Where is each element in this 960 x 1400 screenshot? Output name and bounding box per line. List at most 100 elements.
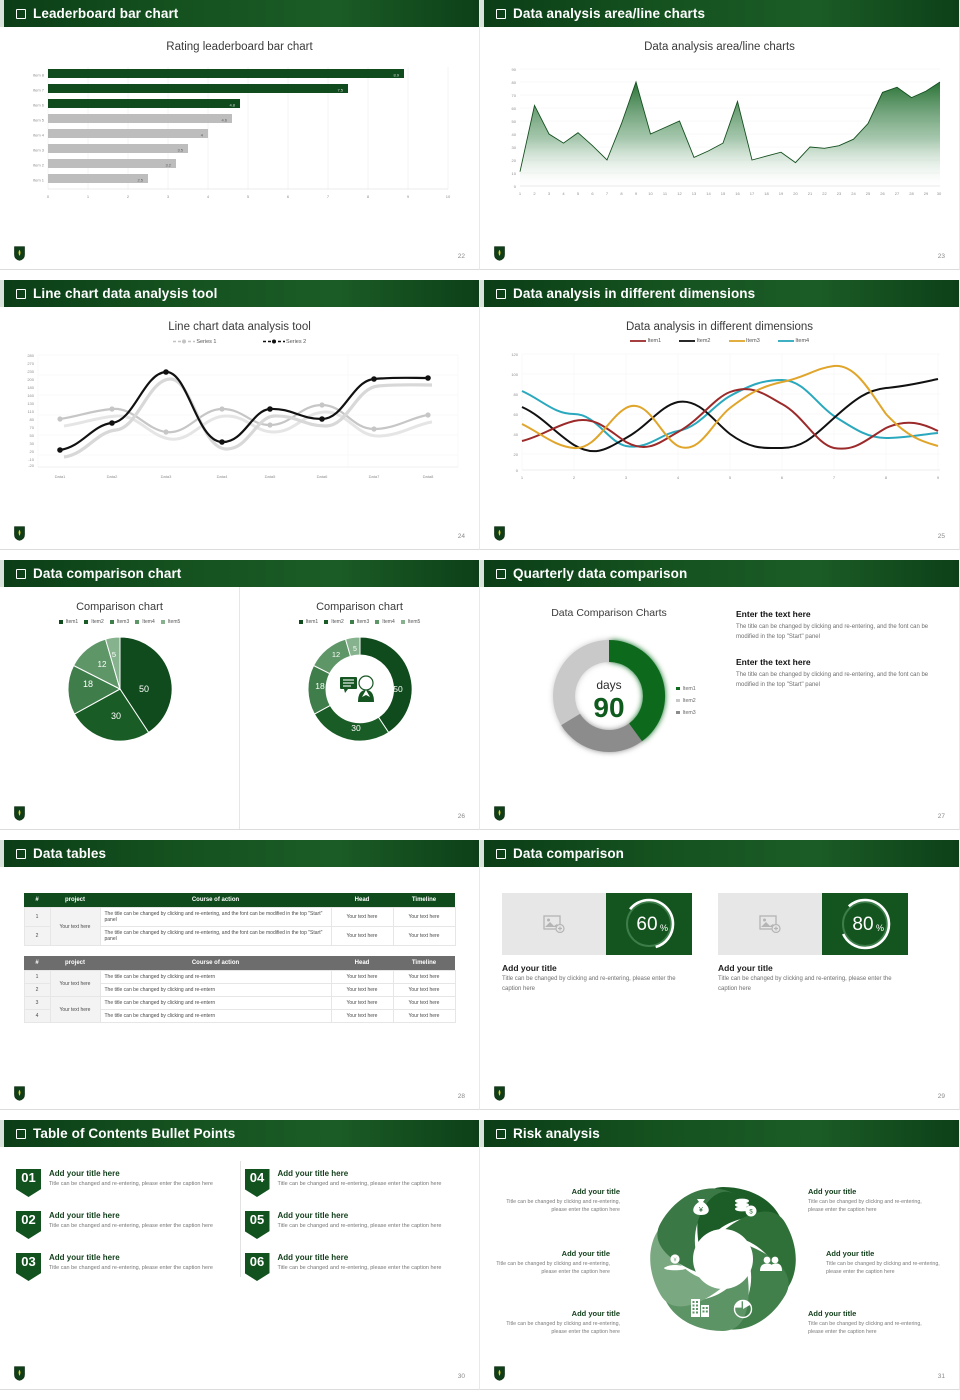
toc-item-03[interactable]: 03 Add your title here Title can be chan…: [16, 1253, 235, 1281]
svg-text:30: 30: [512, 145, 517, 150]
toc-item-06[interactable]: 06 Add your title here Title can be chan…: [244, 1253, 464, 1281]
legend-label: Item2: [331, 619, 344, 625]
person-feedback-icon: [339, 675, 374, 702]
slide-data-comparison-percent: Data comparison: [480, 840, 960, 1110]
multi-line-chart: 120 100 80 60 40 20 0 1 2 3 4 5 6 7 8 9: [511, 352, 940, 480]
svg-text:7: 7: [833, 475, 836, 480]
toc-item-01[interactable]: 01 Add your title here Title can be chan…: [16, 1169, 235, 1197]
svg-text:5: 5: [577, 191, 580, 196]
cell-course: The title can be changed by clicking and…: [99, 907, 332, 927]
cell-timeline: Your text here: [392, 926, 456, 946]
chart-title: Data analysis area/line charts: [644, 41, 795, 53]
legend-item-item1: Item1: [629, 338, 661, 344]
svg-text:17: 17: [750, 191, 755, 196]
svg-text:20: 20: [30, 449, 35, 454]
svg-text:90: 90: [512, 67, 517, 72]
svg-text:0: 0: [516, 468, 519, 473]
slide-body: Data Comparison Charts: [480, 587, 959, 829]
legend-item: Item3: [109, 619, 130, 625]
svg-text:4.6: 4.6: [221, 118, 227, 123]
slide-leaderboard-bar-chart: Leaderboard bar chart Rating leaderboard…: [0, 0, 480, 270]
slide-header-title: Risk analysis: [513, 1126, 600, 1141]
cell-index: 1: [23, 970, 51, 984]
comparison-card: 80 % Add your title Title can be changed…: [718, 893, 908, 994]
risk-title: Add your title: [561, 1249, 610, 1258]
cell-timeline: Your text here: [392, 983, 456, 997]
svg-text:3: 3: [167, 194, 170, 199]
toc-text: Add your title here Title can be changed…: [49, 1253, 213, 1272]
legend-label: Item3: [116, 619, 130, 625]
svg-text:Data6: Data6: [317, 474, 328, 479]
cell-course: The title can be changed by clicking and…: [99, 926, 332, 946]
svg-text:2: 2: [573, 475, 576, 480]
svg-text:40: 40: [512, 132, 517, 137]
svg-text:Data8: Data8: [423, 474, 434, 479]
toc-item-05[interactable]: 05 Add your title here Title can be chan…: [244, 1211, 464, 1239]
legend-item-item3: Item3: [728, 338, 760, 344]
svg-text:4: 4: [201, 133, 204, 138]
legend-item: Item3: [676, 707, 696, 719]
svg-text:Data7: Data7: [369, 474, 380, 479]
legend-swatch: [676, 686, 680, 690]
svg-text:9: 9: [937, 475, 940, 480]
svg-text:18: 18: [315, 681, 325, 691]
table-header-row: # project Course of action Head Timeline: [24, 956, 455, 971]
page-number: 24: [457, 533, 465, 540]
chart-title-left: Comparison chart: [76, 601, 163, 613]
col-head: Head: [331, 893, 393, 908]
col-index: #: [24, 893, 50, 908]
cell-project: Your text here: [49, 907, 101, 946]
svg-text:Item 6: Item 6: [33, 103, 45, 108]
svg-text:-10: -10: [28, 457, 35, 462]
svg-text:2: 2: [127, 194, 130, 199]
legend-swatch: [84, 619, 89, 624]
cell-course: The title can be changed by clicking and…: [99, 996, 332, 1010]
svg-text:24: 24: [851, 191, 856, 196]
cell-head: Your text here: [330, 1009, 394, 1023]
legend-item: Item1: [298, 619, 318, 625]
text-block: Enter the text here The title can be cha…: [736, 657, 941, 691]
chart-legend: Series 1 Series 2: [0, 339, 479, 345]
svg-text:5: 5: [247, 194, 250, 199]
checkbox-icon: [16, 288, 26, 299]
checkbox-icon: [16, 1128, 26, 1139]
card-title: Add your title: [718, 963, 773, 973]
table-row: 3 Your text here The title can be change…: [23, 996, 456, 1023]
pie-legend-right: Item1 Item2 Item3 Item4 Item5: [298, 619, 420, 625]
petal-1: [697, 1187, 785, 1257]
legend-label: Item4: [795, 338, 810, 344]
svg-text:$: $: [749, 1210, 753, 1216]
svg-text:80: 80: [512, 80, 517, 85]
slide-header-title: Leaderboard bar chart: [33, 6, 179, 21]
svg-text:¥: ¥: [673, 1257, 677, 1263]
legend-line-icon: [679, 339, 696, 342]
toc-item-02[interactable]: 02 Add your title here Title can be chan…: [16, 1211, 235, 1239]
svg-text:1: 1: [87, 194, 90, 199]
legend-label: Item1: [65, 619, 79, 625]
legend-label: Item4: [382, 619, 395, 625]
svg-text:280: 280: [27, 353, 34, 358]
shield-logo-icon: [494, 246, 505, 261]
legend-line-icon: [629, 339, 646, 342]
svg-text:20: 20: [512, 158, 517, 163]
svg-text:Item 8: Item 8: [33, 73, 45, 78]
risk-body: Title can be changed by clicking and re-…: [506, 1199, 620, 1214]
shield-logo-icon: [14, 246, 25, 261]
toc-badge: 01: [16, 1169, 41, 1197]
block-title: Enter the text here: [736, 609, 811, 619]
slide-body: 60 % Add your title Title can be changed…: [480, 867, 959, 1109]
toc-item-04[interactable]: 04 Add your title here Title can be chan…: [244, 1169, 464, 1197]
svg-text:50: 50: [30, 433, 35, 438]
card-title: Add your title: [502, 963, 557, 973]
svg-text:200: 200: [27, 377, 34, 382]
page-number: 30: [457, 1373, 465, 1380]
legend-item: Item2: [84, 619, 104, 625]
toc-body: Title can be changed and re-entering, pl…: [49, 1181, 213, 1187]
svg-text:3.2: 3.2: [165, 163, 171, 168]
slide-header: Data comparison chart: [0, 560, 479, 587]
checkbox-icon: [496, 288, 506, 299]
svg-text:16: 16: [735, 191, 740, 196]
percent-unit: %: [876, 923, 884, 933]
svg-text:20: 20: [514, 452, 519, 457]
percent-unit: %: [660, 923, 668, 933]
